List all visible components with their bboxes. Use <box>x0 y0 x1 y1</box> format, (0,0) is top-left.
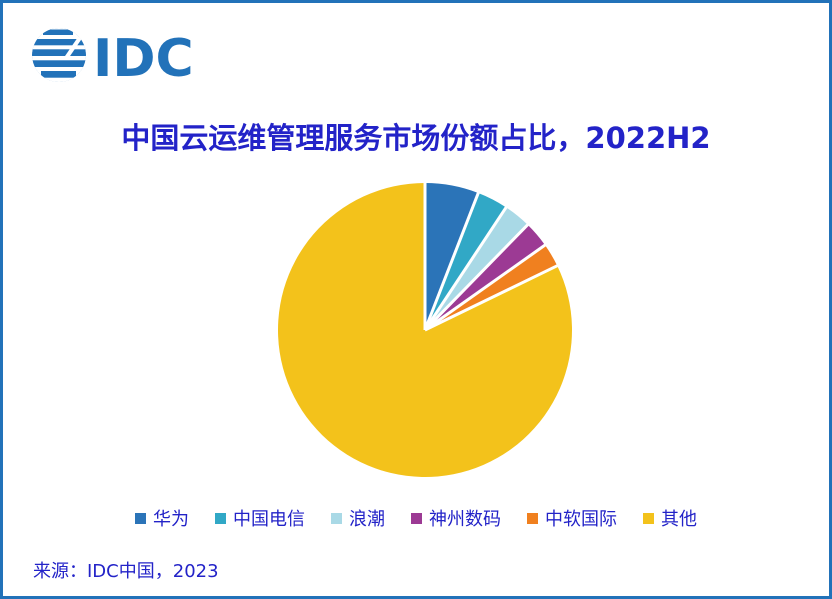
pie-slice-gap <box>424 243 547 332</box>
pie-slice-gap <box>423 222 530 332</box>
pie-chart <box>275 180 575 480</box>
chart-title: 中国云运维管理服务市场份额占比，2022H2 <box>121 121 711 155</box>
idc-logo-svg: IDC <box>32 28 194 89</box>
legend-item-华为: 华为 <box>135 505 189 531</box>
chart-legend: 华为 中国电信 浪潮 神州数码 中软国际 其他 <box>3 505 829 531</box>
legend-item-中软国际: 中软国际 <box>527 505 617 531</box>
legend-item-中国电信: 中国电信 <box>215 505 305 531</box>
legend-label: 其他 <box>661 509 697 530</box>
legend-label: 华为 <box>153 509 189 530</box>
pie-slice-浪潮 <box>425 207 528 330</box>
legend-item-其他: 其他 <box>643 505 697 531</box>
legend-swatch-icon <box>215 512 226 524</box>
pie-slice-gap <box>423 205 508 331</box>
legend-swatch-icon <box>135 512 146 524</box>
legend-item-神州数码: 神州数码 <box>411 505 501 531</box>
idc-globe-icon <box>32 28 86 82</box>
legend-swatch-icon <box>527 512 538 524</box>
idc-logo: IDC <box>31 25 201 89</box>
legend-swatch-icon <box>331 512 342 524</box>
source-note: 来源：IDC中国，2023 <box>33 561 219 582</box>
pie-svg <box>277 182 572 477</box>
legend-label: 神州数码 <box>429 509 501 530</box>
idc-logo-text: IDC <box>93 29 194 85</box>
pie-slice-神州数码 <box>425 224 545 330</box>
legend-item-浪潮: 浪潮 <box>331 505 385 531</box>
legend-swatch-icon <box>643 512 654 524</box>
legend-label: 浪潮 <box>349 509 385 530</box>
pie-slice-中软国际 <box>425 245 558 330</box>
pie-slice-gap <box>423 191 481 331</box>
legend-label: 中软国际 <box>545 509 617 530</box>
pie-slice-gap <box>424 263 559 332</box>
pie-slice-中国电信 <box>425 192 507 330</box>
legend-label: 中国电信 <box>233 509 305 530</box>
legend-swatch-icon <box>411 512 422 524</box>
